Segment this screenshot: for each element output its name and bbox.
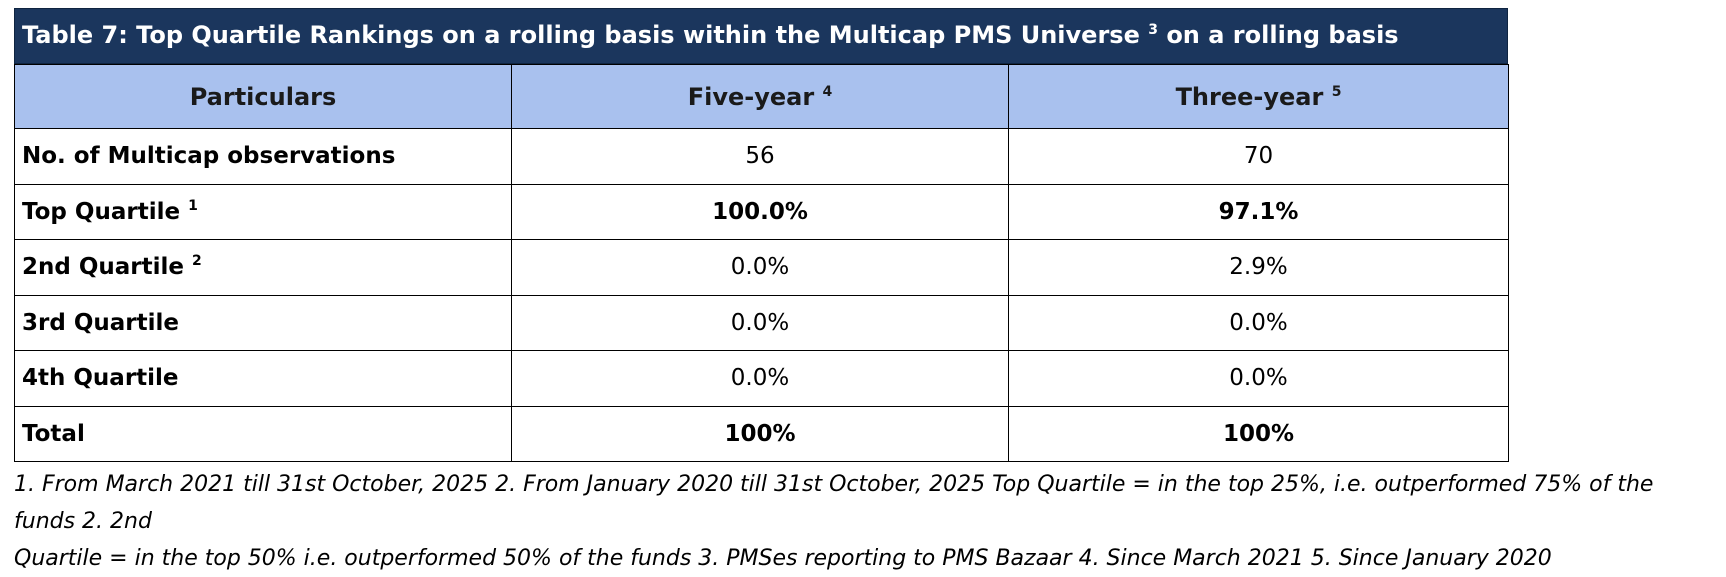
quartile-table: Particulars Five-year 4 Three-year 5 No.… xyxy=(14,64,1509,462)
three-year-value: 2.9% xyxy=(1008,239,1509,296)
table-row: Total 100% 100% xyxy=(14,405,1509,462)
five-year-value: 0.0% xyxy=(511,350,1009,407)
header-five-year-sup: 4 xyxy=(822,83,833,100)
footnote-line: Quartile = in the top 50% i.e. outperfor… xyxy=(14,546,1552,571)
three-year-value: 0.0% xyxy=(1008,350,1509,407)
row-label: No. of Multicap observations xyxy=(14,128,512,185)
row-label: Top Quartile 1 xyxy=(14,183,512,240)
five-year-value: 100% xyxy=(511,405,1009,462)
header-particulars: Particulars xyxy=(14,64,512,129)
footnote: 1. From March 2021 till 31st October, 20… xyxy=(14,466,1714,577)
table-title-text: Table 7: Top Quartile Rankings on a roll… xyxy=(22,21,1140,49)
table-row: Top Quartile 1 100.0% 97.1% xyxy=(14,183,1509,240)
footnote-line: 1. From March 2021 till 31st October, 20… xyxy=(14,472,1654,534)
row-label-sup: 1 xyxy=(188,197,198,214)
three-year-value: 97.1% xyxy=(1008,183,1509,240)
row-label: 4th Quartile xyxy=(14,350,512,407)
table-row: 4th Quartile 0.0% 0.0% xyxy=(14,350,1509,407)
row-label: Total xyxy=(14,405,512,462)
three-year-value: 100% xyxy=(1008,405,1509,462)
table-title-tail: on a rolling basis xyxy=(1166,21,1399,49)
row-label: 2nd Quartile 2 xyxy=(14,239,512,296)
header-five-year: Five-year 4 xyxy=(511,64,1009,129)
table-title: Table 7: Top Quartile Rankings on a roll… xyxy=(14,8,1508,64)
row-label: 3rd Quartile xyxy=(14,294,512,351)
header-three-year: Three-year 5 xyxy=(1008,64,1509,129)
table-row: 3rd Quartile 0.0% 0.0% xyxy=(14,294,1509,351)
five-year-value: 0.0% xyxy=(511,294,1009,351)
table-row: No. of Multicap observations 56 70 xyxy=(14,128,1509,185)
header-row: Particulars Five-year 4 Three-year 5 xyxy=(14,64,1509,129)
five-year-value: 100.0% xyxy=(511,183,1009,240)
row-label-sup: 2 xyxy=(192,253,202,270)
table-row: 2nd Quartile 2 0.0% 2.9% xyxy=(14,239,1509,296)
five-year-value: 0.0% xyxy=(511,239,1009,296)
three-year-value: 70 xyxy=(1008,128,1509,185)
table-container: Table 7: Top Quartile Rankings on a roll… xyxy=(14,8,1509,462)
three-year-value: 0.0% xyxy=(1008,294,1509,351)
header-three-year-sup: 5 xyxy=(1331,83,1342,100)
five-year-value: 56 xyxy=(511,128,1009,185)
table-title-superscript: 3 xyxy=(1148,22,1158,38)
